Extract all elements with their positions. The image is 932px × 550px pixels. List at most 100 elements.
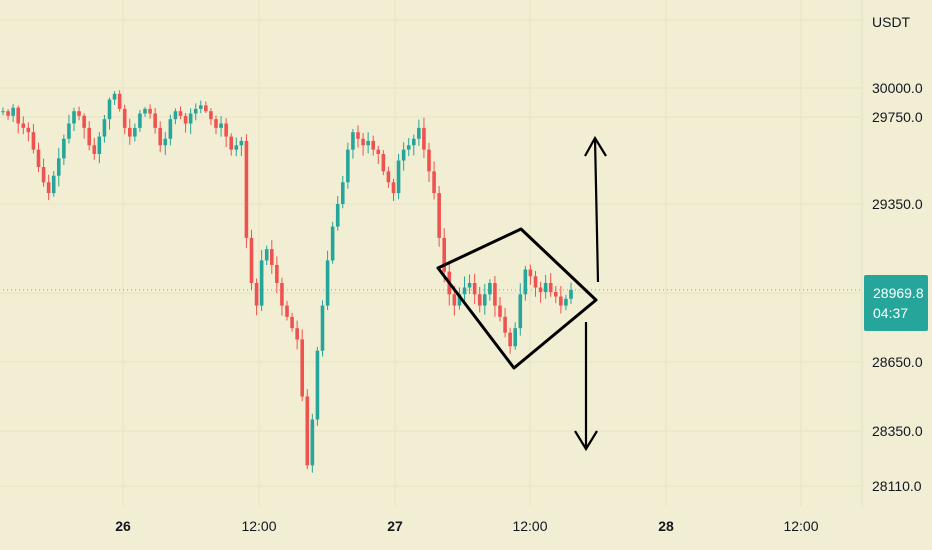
time-axis[interactable]: 26 12:00 27 12:00 28 12:00	[115, 518, 819, 534]
candle-body	[209, 111, 213, 120]
candle-body	[31, 132, 36, 150]
candle-body	[92, 145, 97, 154]
candle-body	[411, 138, 416, 146]
down-arrow-head	[574, 430, 598, 452]
candle-body	[153, 113, 157, 128]
candle-body	[482, 294, 487, 306]
candle-body	[188, 113, 193, 124]
candle-body	[295, 328, 299, 340]
currency-label: USDT	[872, 14, 911, 30]
candle-body	[300, 339, 305, 397]
candle-body	[204, 105, 208, 112]
candle-body	[559, 296, 563, 306]
candle-body	[310, 419, 315, 466]
candle-body	[569, 289, 573, 299]
candle-body	[275, 264, 279, 283]
candle-body	[219, 123, 223, 128]
diamond-pattern-annotation	[436, 135, 607, 452]
x-tick-label: 12:00	[512, 518, 547, 534]
candle-body	[315, 350, 320, 420]
candle-body	[346, 149, 350, 183]
candle-body	[513, 328, 518, 347]
y-tick-label: 30000.0	[872, 80, 923, 96]
candle-body	[41, 167, 46, 183]
candle-body	[21, 123, 26, 128]
candle-body	[127, 127, 132, 137]
candle-body	[452, 294, 457, 306]
candle-body	[224, 123, 228, 137]
candle-body	[351, 132, 355, 150]
candle-body	[538, 287, 543, 293]
candle-body	[259, 260, 264, 306]
candle-body	[148, 108, 152, 114]
candle-body	[472, 283, 477, 295]
y-tick-label: 28110.0	[872, 478, 922, 494]
candle-body	[493, 283, 497, 306]
candle-body	[523, 269, 528, 295]
last-price-badge: 28969.8 04:37	[864, 275, 928, 331]
candle-body	[356, 132, 360, 139]
candle-body	[51, 175, 56, 194]
chart-grid	[0, 0, 862, 506]
candle-body	[122, 108, 127, 128]
candle-body	[36, 149, 41, 168]
up-arrow-shaft	[593, 137, 600, 283]
y-tick-label: 28650.0	[872, 354, 923, 370]
candle-body	[87, 127, 92, 146]
candle-body	[427, 149, 431, 172]
candle-body	[102, 119, 107, 137]
candle-body	[432, 171, 436, 194]
candle-body	[173, 111, 178, 120]
candle-body	[371, 140, 376, 150]
candle-body	[462, 287, 467, 295]
candle-body	[117, 93, 122, 109]
candle-body	[376, 149, 381, 154]
candle-body	[280, 283, 284, 306]
candle-body	[325, 260, 330, 306]
candle-body	[133, 127, 137, 137]
candle-body	[163, 138, 168, 146]
candle-body	[229, 136, 234, 150]
candle-body	[553, 292, 558, 297]
candle-body	[6, 111, 10, 116]
candle-body	[320, 305, 325, 351]
candle-body	[361, 138, 365, 146]
candle-body	[391, 182, 396, 194]
price-axis[interactable]: 30000.0 29750.0 29350.0 28650.0 28350.0 28110…	[872, 80, 923, 494]
x-tick-label: 26	[115, 518, 131, 534]
y-tick-label: 29750.0	[872, 109, 923, 125]
candle-body	[143, 108, 147, 114]
candle-body	[396, 160, 401, 194]
candle-body	[138, 113, 142, 128]
candle-body	[503, 316, 507, 333]
candle-body	[381, 153, 386, 172]
candle-body	[508, 332, 512, 347]
candle-body	[46, 182, 51, 194]
candle-body	[158, 127, 163, 146]
candle-body	[386, 171, 391, 183]
candle-body	[543, 283, 548, 293]
bar-countdown: 04:37	[873, 305, 909, 321]
candle-body	[422, 127, 426, 150]
candle-body	[254, 283, 259, 306]
candle-body	[285, 305, 289, 317]
x-tick-label: 28	[658, 518, 674, 534]
candle-body	[16, 107, 21, 124]
candle-body	[417, 127, 421, 139]
candle-body	[72, 111, 76, 124]
candle-body	[498, 305, 502, 317]
candle-body	[528, 269, 533, 277]
y-tick-label: 29350.0	[872, 196, 923, 212]
candle-body	[518, 294, 523, 329]
candle-body	[330, 226, 335, 261]
x-tick-label: 27	[387, 518, 403, 534]
candle-body	[26, 127, 31, 133]
candle-body	[442, 237, 447, 272]
candle-body	[548, 283, 553, 293]
candle-body	[56, 158, 61, 176]
candle-body	[340, 182, 345, 204]
candlestick-series	[1, 90, 862, 473]
candle-body	[406, 145, 411, 150]
candle-body	[244, 140, 249, 238]
